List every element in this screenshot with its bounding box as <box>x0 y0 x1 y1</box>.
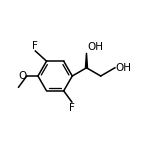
Text: F: F <box>32 41 38 51</box>
Text: O: O <box>18 71 26 81</box>
Text: F: F <box>69 102 75 112</box>
Text: OH: OH <box>87 42 103 52</box>
Polygon shape <box>85 53 88 68</box>
Text: OH: OH <box>116 63 132 73</box>
